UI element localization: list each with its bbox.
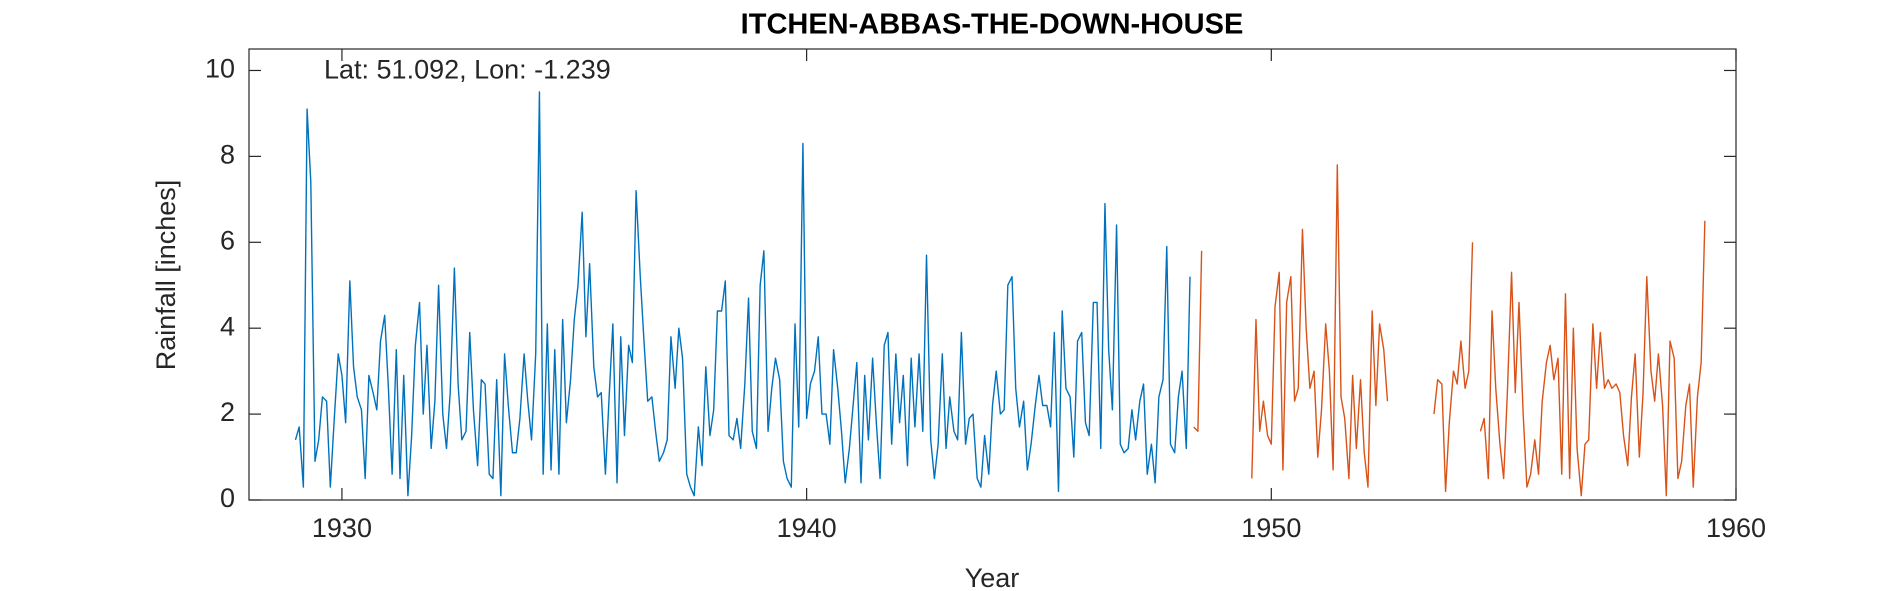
series-line (294, 91, 1191, 497)
series-line (1251, 164, 1389, 488)
y-tick-label: 10 (205, 54, 235, 84)
y-axis-label: Rainfall [inches] (151, 180, 181, 371)
x-axis-label: Year (965, 563, 1020, 591)
axes-box (248, 48, 1737, 501)
x-tick-label: 1960 (1706, 513, 1766, 543)
series-line (1193, 250, 1203, 432)
y-tick-label: 8 (220, 140, 235, 170)
annotation: Lat: 51.092, Lon: -1.239 (324, 55, 611, 85)
y-tick-label: 2 (220, 397, 235, 427)
x-tick-label: 1950 (1241, 513, 1301, 543)
series-line (1479, 220, 1706, 497)
y-tick-label: 6 (220, 225, 235, 255)
x-tick-label: 1940 (777, 513, 837, 543)
chart-title: ITCHEN-ABBAS-THE-DOWN-HOUSE (741, 9, 1244, 41)
y-tick-label: 0 (220, 483, 235, 513)
y-tick-label: 4 (220, 311, 235, 341)
series-line (1433, 242, 1474, 493)
x-tick-label: 1930 (312, 513, 372, 543)
